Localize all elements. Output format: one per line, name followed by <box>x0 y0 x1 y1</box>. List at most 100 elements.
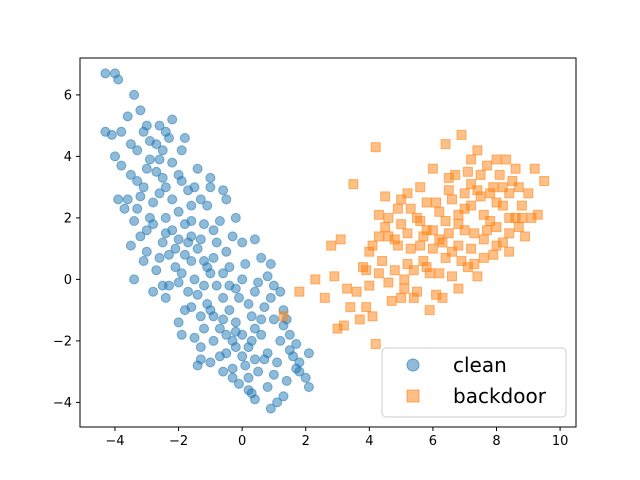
clean-point <box>157 237 168 248</box>
backdoor-point <box>466 179 477 190</box>
clean-point <box>272 397 283 408</box>
clean-point <box>224 280 235 291</box>
clean-point <box>157 145 168 156</box>
backdoor-point <box>504 212 515 223</box>
clean-point <box>129 216 140 226</box>
backdoor-point <box>421 197 432 208</box>
clean-point <box>141 163 152 174</box>
clean-point <box>256 314 267 325</box>
backdoor-point <box>373 231 384 242</box>
y-tick-label: 6 <box>64 88 72 103</box>
clean-point <box>249 323 260 334</box>
clean-point <box>218 268 229 279</box>
backdoor-point <box>424 305 435 316</box>
clean-point <box>268 369 279 380</box>
clean-point <box>253 277 264 288</box>
clean-point <box>160 212 171 223</box>
backdoor-point <box>434 234 445 245</box>
backdoor-point <box>427 163 438 174</box>
clean-point <box>160 126 171 137</box>
clean-point <box>214 323 225 334</box>
clean-point <box>281 375 292 386</box>
clean-point <box>256 252 267 263</box>
clean-point <box>195 342 206 353</box>
clean-point <box>218 185 229 196</box>
clean-point <box>208 252 219 263</box>
backdoor-point <box>466 200 477 211</box>
clean-point <box>205 182 216 193</box>
clean-point <box>129 89 140 100</box>
clean-point <box>262 271 273 282</box>
backdoor-point <box>462 166 473 177</box>
backdoor-point <box>482 225 492 236</box>
backdoor-point <box>434 268 445 279</box>
backdoor-point <box>440 139 451 150</box>
backdoor-point <box>380 222 391 233</box>
backdoor-point <box>294 286 305 297</box>
x-tick-label: 8 <box>492 434 500 449</box>
backdoor-point <box>424 268 435 279</box>
x-tick-label: 4 <box>365 434 373 449</box>
backdoor-point <box>475 169 486 180</box>
clean-point <box>154 154 165 165</box>
backdoor-point <box>437 292 448 303</box>
backdoor-point <box>440 216 451 226</box>
clean-point <box>135 191 146 202</box>
clean-point <box>179 249 190 260</box>
backdoor-point <box>370 339 381 349</box>
clean-point <box>160 182 171 193</box>
backdoor-point <box>408 265 419 276</box>
clean-point <box>240 259 251 269</box>
backdoor-point <box>329 271 340 282</box>
clean-point <box>132 176 143 186</box>
points-layer <box>100 68 550 414</box>
clean-point <box>284 345 295 356</box>
clean-point <box>192 360 203 371</box>
clean-point <box>189 332 200 343</box>
axes-frame <box>79 57 577 428</box>
clean-point <box>144 154 155 165</box>
clean-point <box>195 234 206 245</box>
backdoor-point <box>377 256 388 266</box>
clean-point <box>125 240 136 251</box>
x-tick-label: 0 <box>238 434 246 449</box>
clean-point <box>243 299 254 309</box>
clean-point <box>195 194 206 205</box>
backdoor-point <box>412 286 422 297</box>
clean-point <box>221 194 232 205</box>
clean-point <box>186 216 197 226</box>
clean-point <box>230 317 241 328</box>
clean-point <box>227 363 238 374</box>
backdoor-point <box>405 203 416 214</box>
clean-point <box>151 265 162 276</box>
backdoor-point <box>345 302 356 313</box>
clean-point <box>113 74 124 85</box>
clean-point <box>205 172 216 183</box>
clean-point <box>199 280 209 291</box>
clean-point <box>214 216 225 226</box>
clean-point <box>300 372 311 383</box>
clean-point <box>234 292 244 303</box>
legend-clean-marker <box>406 358 420 372</box>
y-tick-label: 4 <box>64 150 72 165</box>
clean-point <box>173 277 184 288</box>
clean-point <box>202 262 213 273</box>
backdoor-point <box>367 240 378 251</box>
clean-point <box>195 311 206 322</box>
backdoor-point <box>399 274 410 285</box>
clean-point <box>291 339 302 349</box>
clean-point <box>110 151 120 162</box>
clean-point <box>246 335 257 346</box>
clean-point <box>170 243 181 254</box>
y-tick-label: 0 <box>64 273 72 288</box>
backdoor-point <box>427 225 438 236</box>
ticks-layer: −4 −2 0 2 4 6 8 10 −4 −2 0 2 4 6 <box>53 88 569 449</box>
backdoor-point <box>338 320 349 331</box>
x-tick-label: −2 <box>169 434 188 449</box>
clean-point <box>249 234 260 245</box>
clean-point <box>157 172 168 183</box>
backdoor-point <box>348 179 359 190</box>
clean-point <box>249 286 260 297</box>
clean-point <box>259 302 270 313</box>
clean-point <box>132 203 143 214</box>
